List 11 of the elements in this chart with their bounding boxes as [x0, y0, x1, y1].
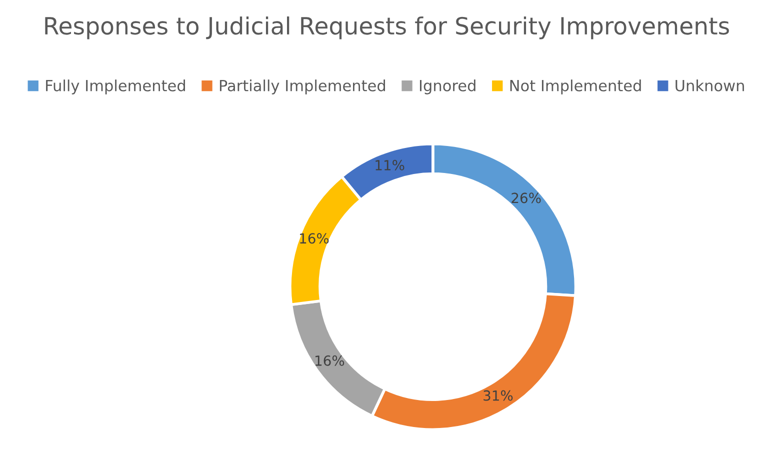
- chart-title: Responses to Judicial Requests for Security Improvements: [45, 16, 729, 40]
- data-label: 16%: [316, 355, 344, 366]
- data-label: 26%: [512, 192, 541, 204]
- legend-label: Unknown: [676, 80, 744, 92]
- legend-label: Ignored: [420, 80, 476, 94]
- legend-label: Fully Implemented: [46, 80, 185, 94]
- legend-label: Not Implemented: [510, 80, 641, 94]
- legend-label: Partially Implemented: [220, 80, 385, 94]
- data-label: 11%: [376, 160, 404, 170]
- data-label: 16%: [300, 233, 329, 244]
- data-label: 31%: [484, 390, 513, 401]
